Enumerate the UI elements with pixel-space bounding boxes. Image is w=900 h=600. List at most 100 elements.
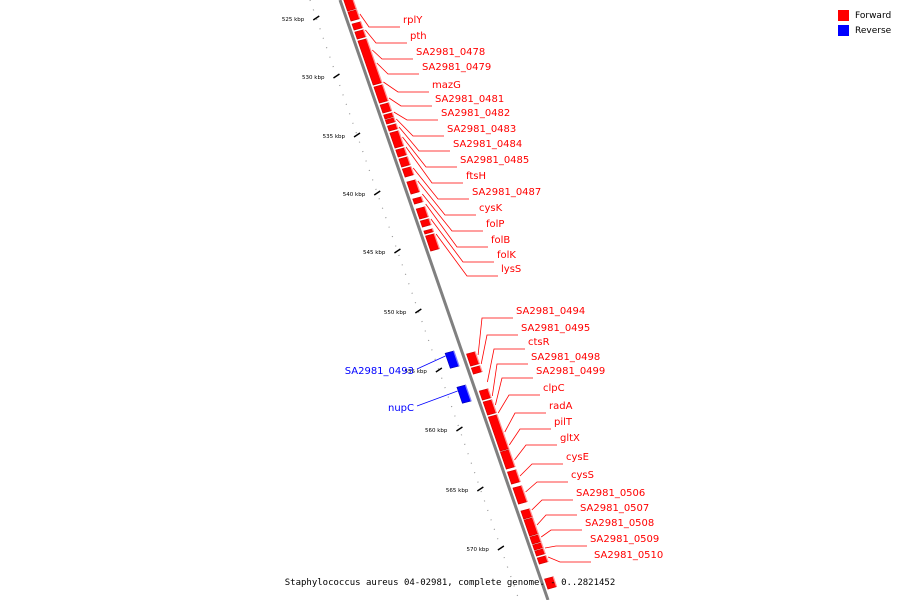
gene-block-highlight	[552, 576, 558, 587]
gene-label: SA2981_0484	[453, 139, 522, 150]
gene-block-highlight	[391, 112, 395, 117]
gene-block-highlight	[433, 233, 440, 249]
gene-label: SA2981_0495	[521, 323, 590, 334]
legend-reverse-label: Reverse	[855, 25, 892, 36]
gene-label-leader	[497, 394, 540, 414]
ruler-tick	[373, 190, 381, 196]
gene-block-highlight	[414, 179, 421, 192]
gene-block-highlight	[393, 117, 396, 122]
gene-block-highlight	[410, 166, 415, 175]
legend: Forward Reverse	[838, 8, 891, 38]
gene-label: SA2981_0481	[435, 94, 504, 105]
ruler-tick	[476, 486, 484, 492]
gene-labels: rplY pth SA2981_0478 SA2981_0479 mazG SA2981_…	[345, 13, 663, 563]
ruler-tick	[353, 132, 361, 138]
gene-block-highlight	[474, 351, 480, 364]
gene-block-highlight	[479, 365, 483, 372]
gene-label: SA2981_0479	[422, 62, 491, 73]
gene-label: SA2981_0487	[472, 187, 541, 198]
ruler-tick-label: 550 kbp	[384, 310, 407, 316]
gene-label-leader	[416, 355, 446, 370]
gene-label: SA2981_0508	[585, 518, 654, 529]
ruler-tick-label: 555 kbp	[404, 369, 427, 375]
gene-label-leader	[398, 126, 450, 152]
gene-block-highlight	[496, 414, 510, 449]
gene-block-highlight	[431, 228, 435, 232]
gene-block-highlight	[453, 350, 460, 367]
gene-label-leader	[396, 118, 444, 137]
gene-label: folP	[486, 219, 504, 230]
ruler-tick-label: 560 kbp	[425, 428, 448, 434]
coordinate-ruler: 525 kbp 530 kbp 535 kbp 540 kbp 545 kbp 550 k…	[282, 0, 520, 600]
gene-label: SA2981_0509	[590, 534, 659, 545]
gene-block-highlight	[356, 9, 361, 19]
ruler-tick	[333, 73, 340, 79]
gene-label-leader	[393, 111, 438, 121]
gene-label-leader	[430, 218, 494, 263]
gene-label: SA2981_0494	[516, 306, 585, 317]
gene-label-leader	[405, 146, 463, 184]
gene-label-leader	[540, 529, 582, 538]
gene-label: SA2981_0493	[345, 366, 414, 377]
ruler-tick-label: 565 kbp	[446, 488, 469, 494]
gene-label-leader	[402, 136, 457, 168]
gene-block-highlight	[403, 147, 408, 155]
gene-block-highlight	[352, 0, 357, 9]
gene-label-leader	[519, 463, 563, 477]
gene-block-highlight	[406, 156, 411, 165]
ruler-tick	[414, 308, 422, 314]
ruler-line	[309, 0, 520, 600]
gene-block-highlight	[538, 534, 542, 542]
gene-label: rplY	[403, 15, 423, 26]
gene-label: ctsR	[528, 337, 550, 348]
ruler-tick	[497, 545, 505, 551]
gene-label: cysK	[479, 203, 503, 214]
gene-block-highlight	[360, 21, 364, 28]
legend-forward: Forward	[838, 8, 891, 23]
gene-block-highlight	[491, 399, 497, 413]
gene-label-leader	[544, 545, 587, 549]
gene-label-leader	[421, 193, 483, 232]
reverse-swatch	[838, 25, 849, 36]
gene-block-highlight	[532, 517, 539, 534]
ruler-tick	[456, 426, 463, 432]
gene-label: cysE	[566, 452, 589, 463]
backbone-line	[338, 0, 550, 600]
gene-label: folK	[497, 250, 516, 261]
gene-label: SA2981_0507	[580, 503, 649, 514]
legend-reverse: Reverse	[838, 23, 891, 38]
gene-label: mazG	[432, 80, 461, 91]
gene-block-highlight	[515, 469, 521, 482]
gene-block-highlight	[388, 102, 393, 111]
gene-label-leader	[504, 412, 546, 433]
gene-block-highlight	[382, 84, 389, 101]
gene-label-leader	[536, 514, 577, 526]
gene-label: cysS	[571, 470, 594, 481]
gene-label-leader	[435, 233, 498, 277]
gene-label-leader	[365, 29, 407, 44]
gene-label: ftsH	[466, 171, 486, 182]
gene-label-leader	[508, 428, 551, 446]
gene-block-highlight	[487, 388, 492, 398]
gene-label-leader	[531, 499, 573, 511]
ruler-tick	[394, 248, 401, 254]
gene-label: SA2981_0510	[594, 550, 663, 561]
gene-label-leader	[383, 81, 429, 93]
gene-label-leader	[388, 97, 432, 107]
gene-label-leader	[547, 556, 591, 563]
gene-label: lysS	[501, 264, 521, 275]
gene-label-leader	[495, 377, 533, 406]
ruler-tick-label: 530 kbp	[302, 75, 325, 81]
ruler-tick-label: 570 kbp	[466, 547, 489, 553]
ruler-tick	[435, 367, 443, 373]
gene-label-leader	[525, 481, 568, 493]
gene-label-leader	[416, 390, 458, 407]
ruler-tick-label: 525 kbp	[282, 17, 305, 23]
gene-block-highlight	[540, 542, 544, 548]
gene-label-leader	[412, 167, 469, 200]
gene-label: SA2981_0482	[441, 108, 510, 119]
gene-label-leader	[477, 317, 513, 356]
gene-block-highlight	[545, 555, 549, 562]
ruler-tick-label: 540 kbp	[343, 192, 366, 198]
